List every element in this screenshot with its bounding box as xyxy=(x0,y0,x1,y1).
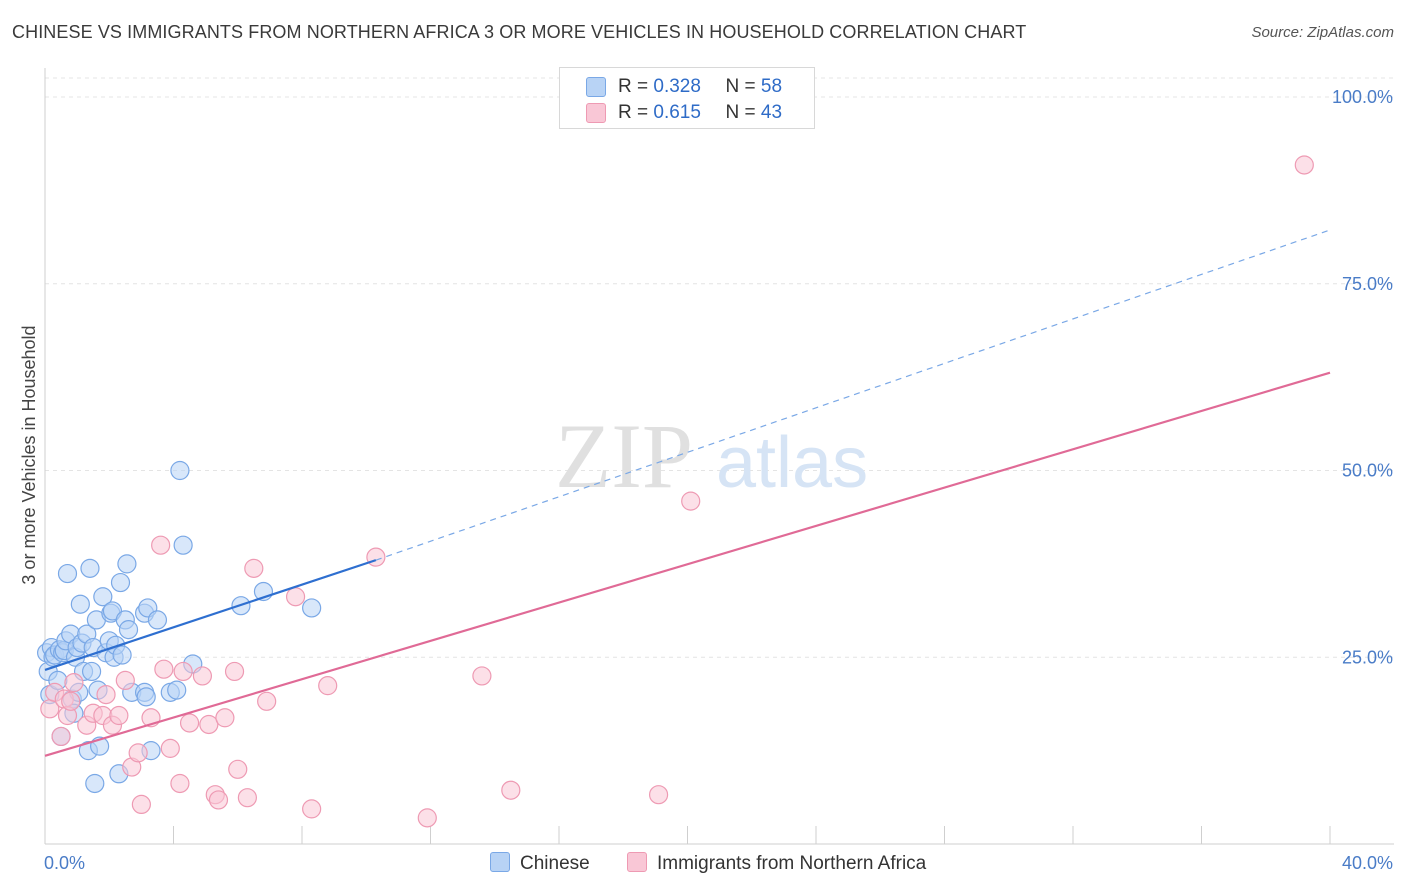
legend-r-label: R = xyxy=(618,76,649,97)
data-point-s0-39 xyxy=(110,572,131,593)
trend-line-s1 xyxy=(44,371,1331,757)
data-point-s0-31 xyxy=(93,587,113,607)
data-point-s0-40 xyxy=(112,645,132,665)
watermark-atlas: atlas xyxy=(716,423,868,503)
series-name-immigrants: Immigrants from Northern Africa xyxy=(657,853,927,874)
data-point-s0-52 xyxy=(167,680,187,700)
source-label: Source: ZipAtlas.com xyxy=(1251,24,1394,41)
y-tick-label-1: 50.0% xyxy=(1342,461,1393,481)
trend-line-s0 xyxy=(44,559,377,671)
legend-row-chinese: R = 0.328 N = 58 xyxy=(586,76,782,100)
series-legend-immigrants: Immigrants from Northern Africa xyxy=(627,852,926,875)
data-point-s1-10 xyxy=(96,684,116,705)
data-point-s1-42 xyxy=(681,491,701,511)
correlation-legend: R = 0.328 N = 58 R = 0.615 N = 43 xyxy=(559,67,815,129)
data-point-s0-24 xyxy=(80,558,100,578)
legend-n-value-immigrants: 43 xyxy=(760,102,783,123)
data-point-s1-35 xyxy=(302,799,322,819)
data-point-s1-41 xyxy=(648,785,669,805)
data-point-s0-49 xyxy=(136,687,156,707)
legend-swatch-chinese xyxy=(586,76,606,97)
data-point-s0-42 xyxy=(117,554,137,574)
legend-n-value-chinese: 58 xyxy=(760,76,783,97)
data-point-s1-2 xyxy=(51,726,71,747)
data-point-s1-24 xyxy=(192,666,213,686)
data-point-s1-16 xyxy=(131,794,151,815)
data-point-s1-38 xyxy=(417,808,437,828)
axes xyxy=(44,68,1394,845)
data-point-s1-27 xyxy=(208,790,229,810)
data-point-s1-19 xyxy=(154,659,174,679)
data-point-s1-23 xyxy=(179,713,200,733)
y-tick-label-2: 75.0% xyxy=(1342,274,1393,294)
data-point-s1-31 xyxy=(237,788,257,808)
data-point-s1-37 xyxy=(366,547,386,567)
series-swatch-chinese xyxy=(490,852,510,872)
data-point-s1-36 xyxy=(318,676,338,696)
data-point-s1-30 xyxy=(228,759,248,779)
legend-n-label: N = xyxy=(725,102,756,123)
data-point-s1-12 xyxy=(109,705,129,726)
data-point-s1-5 xyxy=(61,691,81,711)
data-point-s1-28 xyxy=(215,708,235,728)
data-point-s1-15 xyxy=(128,743,148,763)
trend-extension-s0 xyxy=(375,229,1331,561)
watermark-zip: ZIP xyxy=(555,405,693,507)
data-point-s1-18 xyxy=(151,535,171,555)
series-name-chinese: Chinese xyxy=(520,853,590,874)
data-point-s0-53 xyxy=(170,460,190,481)
data-point-s1-22 xyxy=(173,661,193,682)
data-points xyxy=(37,155,1314,828)
y-axis-label: 3 or more Vehicles in Household xyxy=(19,325,39,584)
legend-swatch-immigrants xyxy=(586,102,606,123)
data-point-s0-54 xyxy=(173,535,193,555)
data-point-s1-34 xyxy=(285,587,306,607)
series-swatch-immigrants xyxy=(627,852,647,872)
legend-r-label: R = xyxy=(618,102,649,123)
chart-title: CHINESE VS IMMIGRANTS FROM NORTHERN AFRI… xyxy=(12,22,1027,42)
data-point-s0-25 xyxy=(81,661,102,682)
data-point-s1-33 xyxy=(257,691,277,711)
data-point-s1-21 xyxy=(170,773,190,794)
y-tick-label-0: 25.0% xyxy=(1342,647,1393,667)
y-tick-label-3: 100.0% xyxy=(1332,87,1393,107)
legend-r-value-chinese: 0.328 xyxy=(653,76,701,97)
x-tick-label-min: 0.0% xyxy=(44,853,85,873)
watermark: ZIP atlas xyxy=(555,405,868,507)
data-point-s1-25 xyxy=(199,714,219,735)
data-point-s0-19 xyxy=(70,594,90,614)
series-legend-chinese: Chinese xyxy=(490,852,590,875)
trend-lines xyxy=(44,229,1331,757)
data-point-s0-58 xyxy=(302,598,322,618)
legend-n-label: N = xyxy=(725,76,756,97)
series-legend: Chinese Immigrants from Northern Africa xyxy=(490,852,958,875)
data-point-s1-20 xyxy=(160,738,180,758)
x-tick-label-max: 40.0% xyxy=(1342,853,1393,873)
data-point-s1-43 xyxy=(1294,155,1314,175)
data-point-s1-39 xyxy=(472,666,492,686)
data-point-s1-29 xyxy=(224,661,245,682)
data-point-s0-12 xyxy=(57,563,78,584)
legend-r-value-immigrants: 0.615 xyxy=(653,102,701,123)
data-point-s1-6 xyxy=(64,673,84,693)
legend-row-immigrants: R = 0.615 N = 43 xyxy=(586,102,782,126)
data-point-s0-50 xyxy=(147,610,168,630)
tick-labels: 25.0% 50.0% 75.0% 100.0% 0.0% 40.0% xyxy=(44,87,1393,873)
data-point-s0-43 xyxy=(118,620,139,640)
data-point-s1-40 xyxy=(501,780,521,800)
data-point-s1-13 xyxy=(115,670,135,691)
data-point-s0-27 xyxy=(85,773,105,794)
data-point-s1-32 xyxy=(244,558,264,578)
